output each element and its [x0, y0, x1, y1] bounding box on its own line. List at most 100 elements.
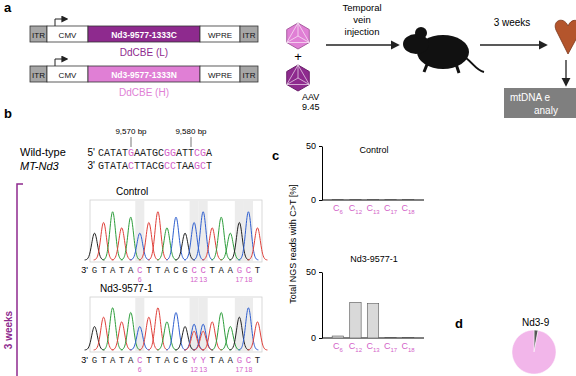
category-label: C13: [366, 203, 380, 215]
base: G: [237, 266, 242, 276]
construct-part: [240, 26, 258, 42]
axis-line: [322, 273, 323, 339]
base: T: [206, 161, 212, 172]
chromatogram-peak: [193, 331, 213, 350]
part-label: ITR: [32, 71, 45, 80]
base: T: [255, 356, 261, 366]
mouse-leg: [424, 62, 459, 73]
construct-part: [47, 26, 88, 42]
chromatogram-peak: [202, 322, 222, 350]
base: C: [246, 266, 252, 276]
capsid-shape: [287, 23, 310, 49]
category-label: C18: [402, 341, 416, 353]
category-subscript: 12: [355, 209, 362, 215]
base-number: 17: [235, 276, 243, 283]
category-subscript: 17: [390, 347, 397, 353]
promoter-arrow: [55, 59, 67, 66]
category-label: C17: [384, 341, 398, 353]
base: A: [110, 356, 116, 366]
construct-part: [47, 66, 88, 82]
construct-part: [30, 66, 47, 82]
tick-mark: [319, 338, 322, 339]
tick: 0: [311, 195, 322, 205]
mouse-tail: [466, 58, 484, 72]
part-label: ITR: [32, 31, 45, 40]
strand-end: 3': [88, 160, 96, 171]
y-axis: 0 50: [306, 267, 323, 343]
tick-label: 0: [311, 333, 316, 343]
base: C: [246, 356, 252, 366]
trace-frame: [90, 200, 262, 262]
tick-mark: [319, 200, 322, 201]
category-subscript: 6: [339, 347, 343, 353]
injection-label: vein: [353, 14, 370, 25]
base-number: 13: [199, 276, 207, 283]
figure: abcdITRCMVNd3-9577-1333CDdCBE (L)WPREITR…: [0, 0, 576, 376]
category-label: C12: [349, 341, 363, 353]
chromatogram-peak: [130, 327, 150, 350]
panel-label: a: [4, 0, 12, 15]
group-bracket: [17, 184, 23, 376]
strand-end: 3': [81, 355, 88, 365]
base-number: 12: [190, 276, 198, 283]
bar: [402, 199, 413, 200]
vector-label: 9.45: [302, 102, 320, 112]
chromatogram-peak: [248, 228, 268, 260]
base: T: [210, 266, 216, 276]
category-subscript: 18: [408, 209, 415, 215]
tick: 0: [311, 333, 322, 343]
base: A: [110, 266, 116, 276]
tick: 50: [306, 141, 322, 151]
bars: [332, 302, 414, 338]
y-axis: 0 50: [306, 141, 323, 205]
heart: [555, 20, 576, 54]
bars: [332, 199, 414, 200]
base: T: [255, 266, 261, 276]
capsid-facet: [298, 23, 299, 36]
capsid-facet: [298, 65, 299, 78]
part-label: WPRE: [208, 31, 232, 40]
construct: ITRCMVNd3-9577-1333CDdCBE (L)WPREITR: [30, 19, 258, 58]
bar-chart: 050C6C12C13C17C18Nd3-9577-1: [306, 254, 424, 353]
bar: [367, 199, 378, 200]
part-label: Nd3-9577-1333N: [111, 70, 177, 80]
base: C: [191, 266, 197, 276]
chromatogram-peak: [85, 327, 105, 350]
mouse-pup: [403, 27, 484, 73]
base: T: [155, 356, 161, 366]
base: T: [119, 356, 125, 366]
base: Y: [191, 356, 197, 366]
base: T: [146, 356, 152, 366]
arrow: [480, 44, 546, 45]
arrow: [326, 44, 398, 45]
tick-mark: [319, 146, 322, 147]
part-label: ITR: [243, 31, 256, 40]
category-label: C12: [349, 203, 363, 215]
chart-title: Nd3-9: [522, 317, 550, 328]
base: A: [128, 356, 134, 366]
construct: ITRCMVNd3-9577-1333NDdCBE (H)WPREITR: [30, 59, 258, 98]
group-label: 3 weeks: [3, 310, 14, 349]
bar: [385, 199, 396, 200]
trace-title: Control: [116, 186, 148, 197]
category-label: C6: [333, 203, 344, 215]
category-label: C6: [333, 341, 344, 353]
bar-chart: 050C6C12C13C17C18ControlTotal NGS reads …: [288, 141, 424, 303]
chromatogram-peak: [220, 327, 240, 350]
base-number: 12: [190, 366, 198, 373]
category-subscript: 6: [339, 209, 343, 215]
tick-label: 50: [306, 267, 316, 277]
analysis-label: analy: [534, 105, 558, 116]
base: A: [164, 356, 170, 366]
part-label: CMV: [59, 31, 77, 40]
tick: 50: [306, 267, 322, 277]
tick-label: 0: [311, 195, 316, 205]
category-subscript: 17: [390, 209, 397, 215]
base: G: [182, 266, 187, 276]
category-label: C18: [402, 203, 416, 215]
base: T: [101, 356, 107, 366]
chromatogram-peak: [85, 233, 105, 260]
base-number: 17: [235, 366, 243, 373]
bar: [367, 304, 378, 338]
base: C: [173, 266, 179, 276]
